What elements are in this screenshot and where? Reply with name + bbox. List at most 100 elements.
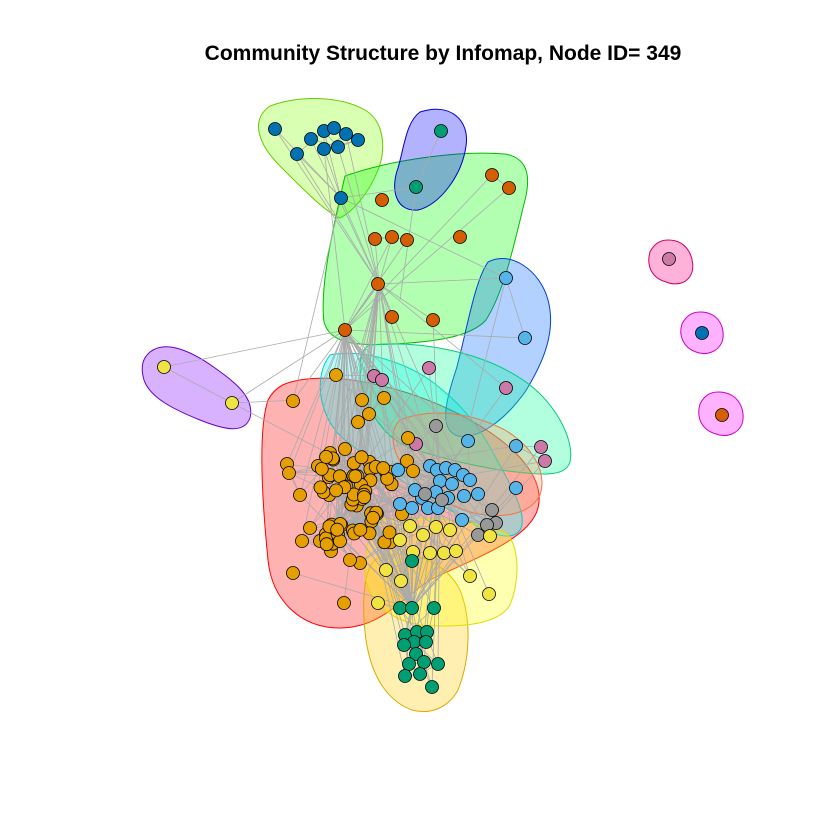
node [715, 408, 729, 422]
node [431, 657, 445, 671]
edge [231, 329, 346, 404]
node [371, 596, 385, 610]
node [457, 489, 471, 503]
node [463, 473, 477, 487]
node [401, 431, 415, 445]
node [409, 180, 423, 194]
edge [378, 283, 434, 321]
edge [432, 319, 441, 481]
node [317, 142, 331, 156]
node [461, 434, 475, 448]
edge [344, 329, 471, 481]
node [443, 523, 457, 537]
node [357, 490, 372, 505]
node [371, 277, 385, 291]
node [400, 233, 414, 247]
node [282, 466, 296, 480]
edge [411, 425, 437, 609]
node [426, 313, 440, 327]
edge [292, 329, 346, 402]
node [406, 464, 420, 478]
node [391, 463, 405, 477]
node [427, 601, 441, 615]
node [393, 601, 407, 615]
node [425, 680, 439, 694]
node [334, 191, 348, 205]
node [225, 396, 239, 410]
edge [323, 148, 346, 331]
node [413, 667, 427, 681]
node [385, 230, 399, 244]
node [338, 442, 352, 456]
node [405, 601, 419, 615]
edge [378, 283, 408, 462]
edge [344, 283, 380, 331]
node [327, 121, 341, 135]
node [662, 252, 676, 266]
node [394, 574, 408, 588]
node [482, 587, 496, 601]
node [351, 133, 365, 147]
node [382, 525, 397, 540]
node [398, 669, 412, 683]
edge [340, 197, 507, 279]
node [375, 193, 389, 207]
node [416, 528, 430, 542]
node [509, 439, 523, 453]
green-hull [322, 152, 529, 346]
node [304, 132, 318, 146]
node [405, 501, 419, 515]
edge [329, 283, 380, 476]
node [499, 271, 513, 285]
node [435, 493, 449, 507]
node [429, 520, 443, 534]
edge [344, 236, 393, 331]
node [449, 544, 463, 558]
node [368, 232, 382, 246]
edge [288, 329, 346, 474]
node [377, 391, 391, 405]
node [375, 373, 389, 387]
edge [378, 277, 507, 285]
node [293, 488, 307, 502]
node [331, 140, 345, 154]
node [333, 534, 347, 548]
edge [378, 283, 507, 389]
edge [411, 446, 542, 609]
node [157, 360, 171, 374]
nodes [157, 121, 729, 694]
edge [323, 148, 342, 199]
node [483, 529, 497, 543]
edge [411, 487, 517, 609]
node [422, 361, 436, 375]
node [353, 522, 368, 537]
edge [415, 130, 442, 188]
node [319, 449, 334, 464]
node [385, 310, 399, 324]
edge [321, 329, 346, 469]
edge [345, 133, 380, 285]
node [423, 546, 437, 560]
node [286, 566, 300, 580]
node [393, 533, 407, 547]
edge [344, 329, 453, 485]
node [339, 127, 353, 141]
node [338, 323, 352, 337]
node [397, 638, 411, 652]
edge [354, 283, 380, 477]
node [502, 181, 516, 195]
edge [337, 146, 380, 285]
edge [469, 277, 507, 421]
node [538, 454, 552, 468]
edge [292, 197, 342, 402]
edge [378, 236, 393, 285]
edge [323, 130, 342, 199]
edge [163, 329, 346, 368]
edge [299, 329, 346, 496]
node [419, 635, 433, 649]
node [343, 553, 357, 567]
node [471, 487, 485, 501]
node [455, 513, 469, 527]
edge [163, 366, 233, 404]
